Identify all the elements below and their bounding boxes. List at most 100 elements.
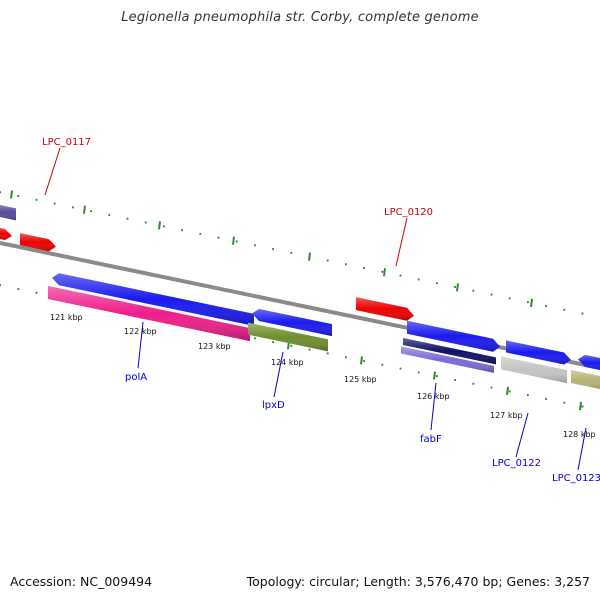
outer-ring-dot (35, 198, 38, 201)
tick-label-122: 122 kbp (124, 327, 157, 336)
tick-label-126: 126 kbp (417, 392, 450, 401)
inner-ring-dot (436, 375, 438, 378)
gene-label-lpxd[interactable]: lpxD (262, 400, 285, 411)
tick-label-121: 121 kbp (50, 313, 83, 322)
outer-ring-dot (72, 206, 74, 209)
outer-ring-dot (436, 282, 438, 285)
map-title: Legionella pneumophila str. Corby, compl… (121, 10, 479, 25)
inner-ring-dot (581, 405, 584, 408)
feature-lpxd-arrow-shading (252, 308, 332, 337)
inner-ring-dot (35, 291, 38, 294)
gene-label-lpc-0120[interactable]: LPC_0120 (384, 207, 433, 218)
outer-ring-major-tick (383, 268, 386, 277)
inner-ring-dot (0, 284, 1, 287)
outer-ring-dot (563, 308, 566, 311)
inner-ring-dot (545, 397, 547, 400)
inner-ring-dot (254, 337, 256, 340)
outer-ring-dot (272, 248, 274, 251)
outer-ring-dot (144, 221, 147, 224)
outer-ring-dot (326, 259, 329, 262)
outer-ring-major-tick (456, 283, 459, 292)
gene-label-lpc-0123[interactable]: LPC_0123 (552, 473, 600, 484)
outer-ring-dot (0, 191, 1, 194)
outer-ring-major-tick (308, 252, 311, 261)
inner-ring-dot (417, 371, 420, 374)
topology-text: Topology: circular; Length: 3,576,470 bp… (246, 574, 590, 589)
feature-lpc-0117-shading (20, 233, 56, 252)
inner-ring-dot (563, 401, 566, 404)
inner-ring-dot (272, 341, 274, 344)
outer-ring-dot (581, 312, 584, 315)
outer-ring-dot (108, 213, 111, 216)
inner-ring-dot (345, 356, 347, 359)
outer-ring-dot (90, 210, 92, 213)
outer-ring-dot (254, 244, 256, 247)
tick-label-123: 123 kbp (198, 342, 231, 351)
feature-lpc-0123-shading (571, 369, 600, 390)
outer-ring-dot (290, 251, 293, 254)
outer-ring-dot (217, 236, 220, 239)
inner-ring-dot (454, 378, 456, 381)
inner-ring-major-tick (579, 401, 582, 411)
feature-lpc-0122-arrow-shading (506, 340, 571, 365)
feature-fabf-shading (401, 346, 494, 373)
outer-ring-dot (417, 278, 420, 281)
outer-ring-major-tick (530, 298, 533, 307)
outer-ring-dot (363, 267, 365, 270)
inner-ring-dot (490, 386, 493, 389)
inner-ring-dot (326, 352, 329, 355)
kbp-tick-labels: 121 kbp 122 kbp 123 kbp 124 kbp 125 kbp … (50, 313, 596, 439)
accession-text: Accession: NC_009494 (10, 574, 153, 589)
feature-track (0, 205, 600, 390)
outer-ring-dot (527, 301, 529, 304)
tick-label-128: 128 kbp (563, 430, 596, 439)
outer-tick-ring (0, 190, 584, 315)
inner-ring-dot (363, 360, 365, 363)
inner-ring-dot (290, 344, 293, 347)
inner-ring-dot (17, 287, 20, 290)
outer-ring-dot (126, 217, 129, 220)
feature-pola-arrow-shading (52, 273, 254, 326)
feature-lpxd-shading (248, 322, 328, 352)
label-leaders (44, 147, 587, 471)
feature-red-edge-shading (0, 228, 12, 241)
inner-ring-dot (399, 367, 402, 370)
feature-fabf-navy-shading (403, 337, 496, 365)
inner-ring-dot (381, 363, 384, 366)
outer-ring-major-tick (10, 190, 13, 199)
gene-labels: LPC_0117 LPC_0120 polA lpxD fabF LPC_012… (42, 137, 600, 484)
inner-ring-dot (472, 382, 475, 385)
outer-ring-dot (181, 229, 183, 232)
outer-ring-dot (490, 293, 493, 296)
outer-ring-dot (508, 297, 511, 300)
tick-label-127: 127 kbp (490, 411, 523, 420)
outer-ring-major-tick (158, 221, 161, 230)
inner-ring-major-tick (360, 356, 363, 365)
feature-lpc-0122-shading (501, 356, 567, 384)
inner-ring-dot (527, 394, 529, 397)
gene-label-fabf[interactable]: fabF (420, 434, 442, 445)
outer-ring-dot (399, 274, 402, 277)
genome-backbone (0, 241, 600, 370)
feature-lpc-0120-shading (356, 297, 414, 321)
gene-label-lpc-0122[interactable]: LPC_0122 (492, 458, 541, 469)
outer-ring-dot (53, 202, 56, 205)
gene-label-pola[interactable]: polA (125, 372, 147, 383)
outer-ring-dot (235, 240, 238, 243)
outer-ring-dot (17, 194, 20, 197)
outer-ring-dot (545, 304, 547, 307)
outer-ring-dot (199, 232, 202, 235)
gene-label-lpc-0117[interactable]: LPC_0117 (42, 137, 91, 148)
inner-ring-dot (308, 348, 311, 351)
inner-ring-major-tick (506, 386, 509, 395)
feature-fabf-arrow-shading (407, 320, 500, 352)
outer-ring-major-tick (83, 205, 86, 214)
feature-purple-edge-shading (0, 205, 16, 221)
outer-ring-dot (163, 225, 165, 228)
tick-label-125: 125 kbp (344, 375, 377, 384)
feature-pola-shading (48, 286, 250, 342)
outer-ring-dot (345, 263, 347, 266)
outer-ring-dot (381, 270, 384, 273)
tick-label-124: 124 kbp (271, 358, 304, 367)
